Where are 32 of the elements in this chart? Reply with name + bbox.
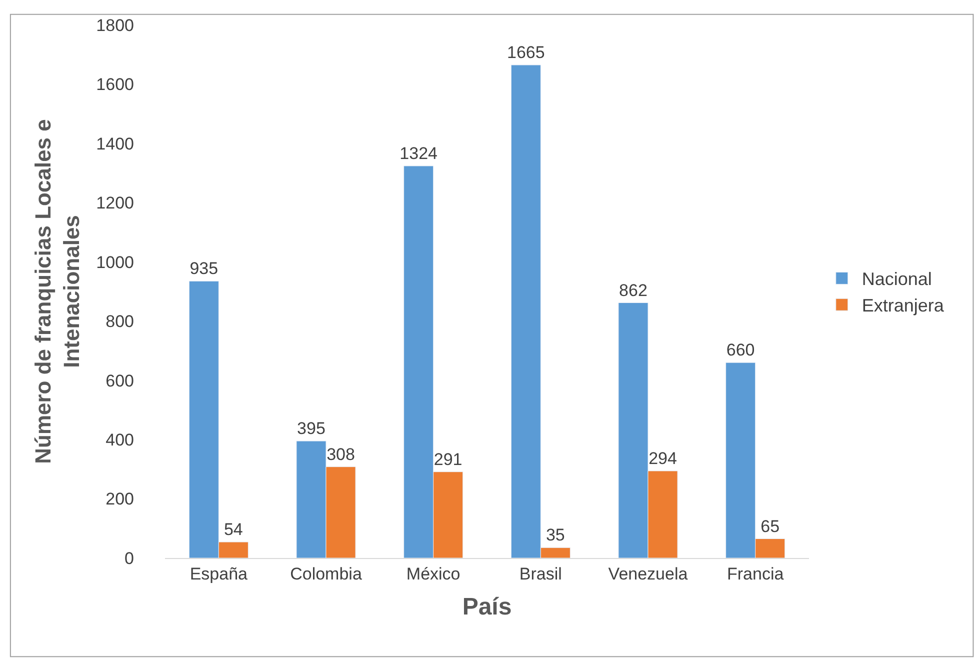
x-tick-label: México <box>406 564 460 584</box>
data-label: 65 <box>760 516 780 536</box>
data-label: 35 <box>546 526 565 545</box>
data-label: 1324 <box>400 144 438 163</box>
data-label: 862 <box>619 280 648 300</box>
y-tick-label: 1800 <box>96 16 134 35</box>
y-tick-label: 200 <box>106 490 134 509</box>
x-axis-title: País <box>462 594 512 621</box>
y-tick-label: 1000 <box>96 252 134 272</box>
legend-label: Nacional <box>862 269 932 290</box>
x-tick-label: Venezuela <box>608 564 688 584</box>
x-tick-label: Colombia <box>290 564 362 584</box>
data-label: 54 <box>224 520 243 540</box>
y-tick-label: 1400 <box>96 134 134 154</box>
y-tick-label: 0 <box>124 548 134 568</box>
y-tick-label: 400 <box>106 430 134 450</box>
y-tick-label: 1600 <box>96 75 134 94</box>
data-label: 1665 <box>506 42 545 62</box>
y-tick-label: 1200 <box>96 194 134 213</box>
data-label: 308 <box>326 444 355 464</box>
y-tick-label: 800 <box>106 312 134 332</box>
data-label: 294 <box>648 448 677 468</box>
x-tick-label: España <box>190 564 248 584</box>
data-label: 935 <box>190 259 218 278</box>
data-label: 291 <box>434 450 462 469</box>
y-axis-title: Número de franquicias Locales e Intenacionales <box>30 119 84 464</box>
data-label: 395 <box>297 419 326 438</box>
x-tick-label: Brasil <box>519 564 562 584</box>
data-label: 660 <box>726 340 755 360</box>
x-tick-label: Francia <box>726 564 784 584</box>
y-tick-label: 600 <box>106 371 134 390</box>
legend-label: Extranjera <box>862 296 945 316</box>
